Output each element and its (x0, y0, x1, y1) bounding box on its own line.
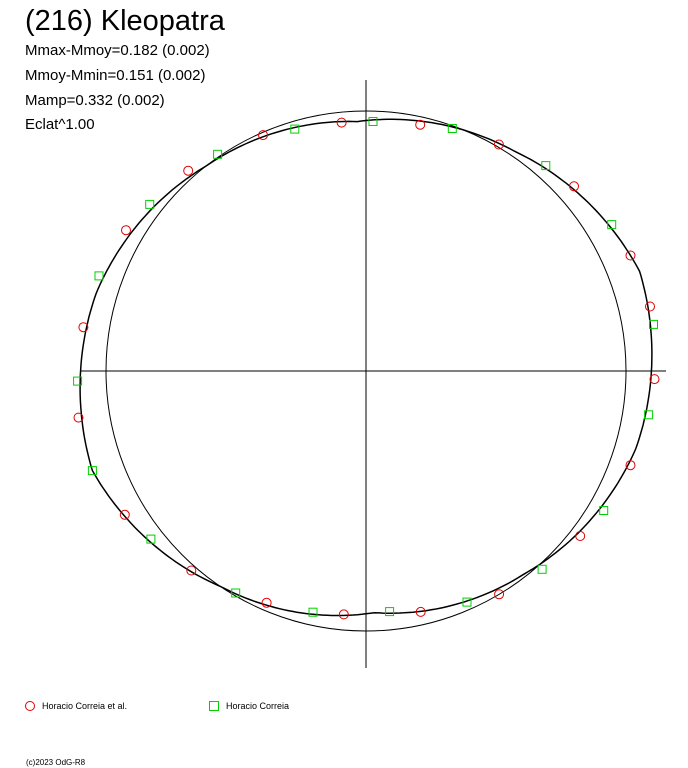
copyright-note: (c)2023 OdG-R8 (26, 758, 86, 767)
data-point-square (213, 149, 223, 159)
data-point-circle (78, 322, 89, 333)
data-point-square (290, 124, 300, 134)
legend-label-series-2: Horacio Correia (226, 701, 290, 711)
data-point-square (87, 466, 97, 476)
data-point-square (146, 534, 156, 544)
data-point-circle (494, 589, 505, 600)
data-point-square (541, 161, 551, 171)
data-point-square (368, 117, 378, 126)
data-point-square (308, 607, 318, 617)
data-point-circle (121, 225, 131, 236)
data-point-circle (493, 139, 504, 150)
data-point-circle (183, 165, 194, 176)
data-point-circle (73, 412, 84, 423)
data-point-circle (258, 130, 268, 141)
data-point-square (462, 597, 472, 607)
data-point-circle (575, 531, 586, 541)
stat-eclat: Eclat^1.00 (25, 116, 95, 133)
stat-max-minus-mean: Mmax-Mmoy=0.182 (0.002) (25, 42, 210, 59)
series-1 (73, 117, 660, 620)
data-point-square (644, 410, 654, 420)
data-point-square (231, 588, 241, 598)
fitted-curve (79, 118, 653, 617)
data-point-circle (336, 117, 347, 128)
data-point-square (73, 376, 83, 386)
data-point-circle (645, 301, 655, 312)
chart-title: (216) Kleopatra (25, 5, 225, 37)
data-point-circle (649, 374, 660, 385)
data-points (73, 117, 660, 620)
data-point-circle (261, 597, 272, 608)
data-point-circle (119, 509, 130, 520)
data-point-square (649, 319, 658, 329)
series-2 (73, 117, 658, 617)
data-point-circle (186, 565, 197, 576)
data-point-square (145, 199, 155, 209)
data-point-circle (625, 250, 636, 261)
legend-item-series-2: Horacio Correia (208, 700, 289, 712)
legend-label-series-1: Horacio Correia et al. (42, 701, 128, 711)
data-point-square (607, 220, 617, 230)
data-point-square (94, 271, 104, 281)
data-point-circle (415, 119, 426, 130)
data-point-circle (338, 609, 349, 620)
data-point-square (537, 564, 547, 574)
stat-mean-minus-min: Mmoy-Mmin=0.151 (0.002) (25, 67, 206, 84)
data-point-square (447, 124, 457, 133)
data-point-circle (569, 181, 579, 192)
data-point-circle (625, 460, 636, 471)
stat-amplitude: Mamp=0.332 (0.002) (25, 92, 165, 109)
legend-square-marker (209, 701, 219, 711)
data-point-square (385, 607, 395, 617)
legend-circle-marker (25, 701, 35, 711)
legend-item-series-1: Horacio Correia et al. (24, 700, 127, 712)
data-point-circle (415, 606, 426, 617)
data-point-square (599, 506, 609, 515)
